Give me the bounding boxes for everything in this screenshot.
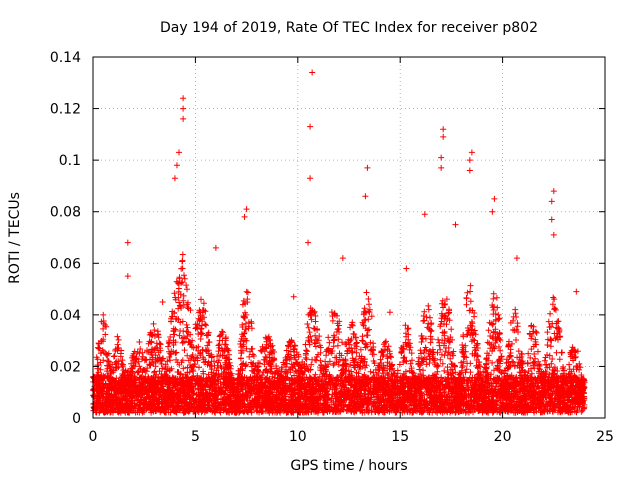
data-point <box>124 273 131 280</box>
y-tick-label: 0.14 <box>50 50 81 66</box>
data-point <box>573 288 580 295</box>
axes: 0 5 10 15 20 25 0 0.02 0.04 0.06 0.08 0.1 0.12 0.14 <box>50 50 614 445</box>
data-point <box>173 162 180 169</box>
data-point <box>491 195 498 202</box>
data-point <box>438 164 445 171</box>
y-tick-label: 0.12 <box>50 102 81 118</box>
data-point <box>212 244 219 251</box>
data-point <box>180 115 187 122</box>
data-point <box>440 126 447 133</box>
chart-title: Day 194 of 2019, Rate Of TEC Index for r… <box>160 20 538 36</box>
x-tick-label: 5 <box>191 429 200 445</box>
x-tick-label: 15 <box>391 429 409 445</box>
data-point <box>124 239 131 246</box>
data-point <box>180 95 187 102</box>
y-tick-label: 0.06 <box>50 256 81 272</box>
data-point <box>159 298 166 305</box>
y-tick-label: 0.04 <box>50 308 81 324</box>
data-points <box>90 69 588 416</box>
y-tick-label: 0.08 <box>50 205 81 221</box>
x-axis-label: GPS time / hours <box>290 458 407 474</box>
data-point <box>548 216 555 223</box>
data-point <box>307 123 314 130</box>
y-tick-label: 0 <box>72 411 81 427</box>
plot-frame <box>92 56 606 419</box>
data-point <box>100 311 107 318</box>
data-point <box>339 255 346 262</box>
data-point <box>243 206 250 213</box>
data-point <box>305 239 312 246</box>
y-tick-label: 0.1 <box>59 153 81 169</box>
y-tick-label: 0.02 <box>50 359 81 375</box>
data-point <box>550 188 557 195</box>
x-tick-label: 0 <box>89 429 98 445</box>
data-point <box>489 208 496 215</box>
data-point <box>309 69 316 76</box>
grid-lines <box>93 57 605 418</box>
data-point <box>466 167 473 174</box>
data-point <box>290 293 297 300</box>
data-point <box>466 157 473 164</box>
data-point <box>403 265 410 272</box>
data-point <box>440 133 447 140</box>
data-point-cloud <box>90 251 588 416</box>
x-tick-label: 25 <box>596 429 614 445</box>
data-point <box>241 213 248 220</box>
data-point <box>513 255 520 262</box>
data-point <box>548 198 555 205</box>
data-point <box>171 175 178 182</box>
x-tick-label: 20 <box>494 429 512 445</box>
data-point <box>180 105 187 112</box>
data-point <box>386 309 393 316</box>
data-point <box>362 193 369 200</box>
data-point <box>364 164 371 171</box>
y-axis-label: ROTI / TECUs <box>7 192 23 284</box>
data-point <box>421 211 428 218</box>
data-point <box>176 149 183 156</box>
data-point <box>550 231 557 238</box>
data-point <box>307 175 314 182</box>
x-tick-label: 10 <box>289 429 307 445</box>
data-point <box>452 221 459 228</box>
data-point <box>438 154 445 161</box>
data-point <box>468 149 475 156</box>
